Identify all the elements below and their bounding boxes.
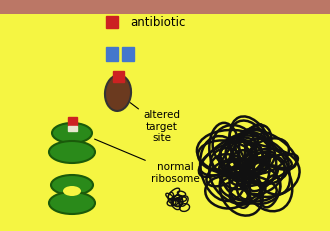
Ellipse shape (51, 175, 93, 195)
FancyBboxPatch shape (0, 14, 330, 231)
Ellipse shape (52, 123, 92, 143)
Bar (106, 16, 118, 28)
Text: normal
ribosome: normal ribosome (95, 139, 199, 184)
Ellipse shape (49, 141, 95, 163)
Bar (106, 47, 118, 61)
Bar (68, 126, 77, 131)
Bar (122, 47, 134, 61)
Bar (68, 117, 77, 126)
Bar (113, 71, 124, 82)
Ellipse shape (63, 186, 81, 196)
Text: altered
target
site: altered target site (130, 103, 181, 143)
Ellipse shape (105, 75, 131, 111)
Text: antibiotic: antibiotic (130, 15, 185, 28)
Ellipse shape (49, 192, 95, 214)
